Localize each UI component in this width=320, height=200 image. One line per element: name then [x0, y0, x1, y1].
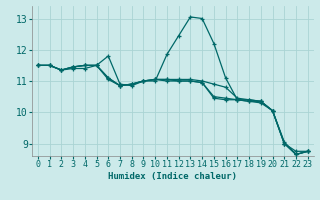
X-axis label: Humidex (Indice chaleur): Humidex (Indice chaleur)	[108, 172, 237, 181]
